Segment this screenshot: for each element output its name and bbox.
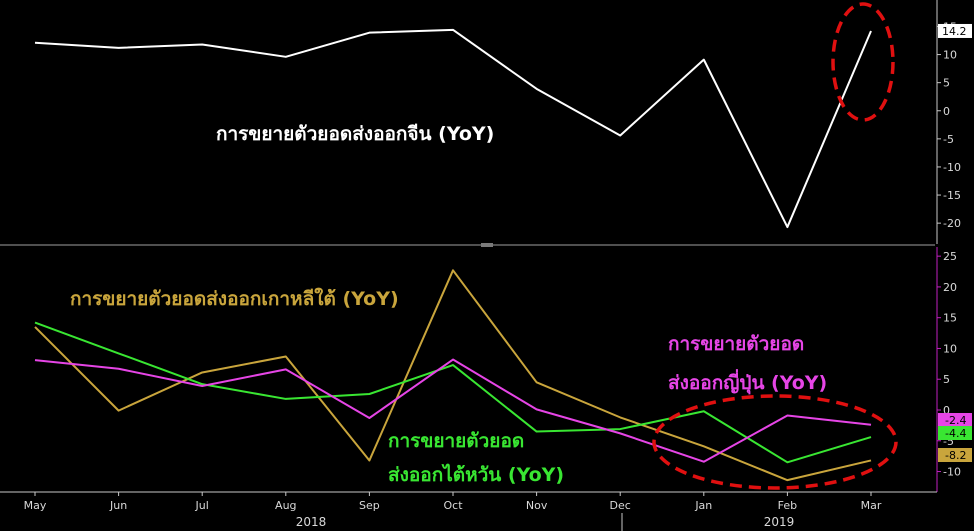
bottom-y-tick-label: 15 [943,312,957,325]
china-last-value-badge [938,23,972,38]
year-label-2018: 2018 [296,515,327,529]
korea-series-annotation: การขยายตัวยอดส่งออกเกาหลีใต้ (YoY) [70,287,399,310]
bottom-y-tick-label: 10 [943,342,957,355]
x-tick-label: Mar [861,499,882,512]
asia-last-value-label-0: -2.4 [945,414,966,427]
top-y-tick-label: -10 [943,161,961,174]
asia-last-value-badge-2 [938,448,972,462]
bottom-y-tick-label: -5 [943,435,954,448]
x-tick-label: Jul [195,499,209,512]
x-axis: May Jun Jul Aug Sep Oct Nov Dec Jan Feb Mar 2018 201… [0,491,937,531]
japan-series-annotation-line2: ส่งออกญี่ปุ่น (YoY) [668,369,827,395]
top-y-tick-label: 0 [943,105,950,118]
x-tick-label: Jun [109,499,127,512]
china-last-value-label: 14.2 [942,25,967,38]
x-tick-label: Aug [275,499,296,512]
x-tick-label: Jan [694,499,712,512]
top-y-tick-label: -15 [943,189,961,202]
asia-last-points-highlight [652,394,898,490]
top-y-tick-label: -5 [943,133,954,146]
china-export-panel: -20-15-10-505101514.2 [34,0,972,244]
asia-last-value-badge-0 [938,413,972,427]
bottom-y-tick-label: 5 [943,373,950,386]
x-tick-label: May [24,499,47,512]
x-tick-label: Sep [359,499,380,512]
x-tick-label: Feb [778,499,797,512]
x-tick-label: Oct [443,499,463,512]
top-y-tick-label: 10 [943,49,957,62]
x-tick-label: Dec [610,499,631,512]
taiwan-series-annotation-line1: การขยายตัวยอด [388,430,524,452]
panel-resize-handle[interactable] [481,243,493,247]
x-tick-label: Nov [526,499,548,512]
asia-last-value-label-2: -8.2 [945,449,966,462]
japan-series-annotation-line1: การขยายตัวยอด [668,333,804,355]
china-series-annotation: การขยายตัวยอดส่งออกจีน (YoY) [216,123,494,145]
china-last-point-highlight [831,2,895,122]
bottom-y-tick-label: 0 [943,404,950,417]
bottom-y-tick-label: 20 [943,281,957,294]
asia-last-value-label-1: -4.4 [945,427,966,440]
bottom-y-tick-label: -10 [943,466,961,479]
asia-last-value-badge-1 [938,426,972,440]
top-y-tick-label: 5 [943,77,950,90]
taiwan-series-annotation-line2: ส่งออกไต้หวัน (YoY) [388,463,564,486]
bottom-y-tick-label: 25 [943,250,957,263]
year-label-2019: 2019 [764,515,795,529]
asia-export-panel: -10 -5 0 5 10 15 20 25 -2.4-4.4 -8.2 [34,247,972,492]
top-y-tick-label: -20 [943,217,961,230]
